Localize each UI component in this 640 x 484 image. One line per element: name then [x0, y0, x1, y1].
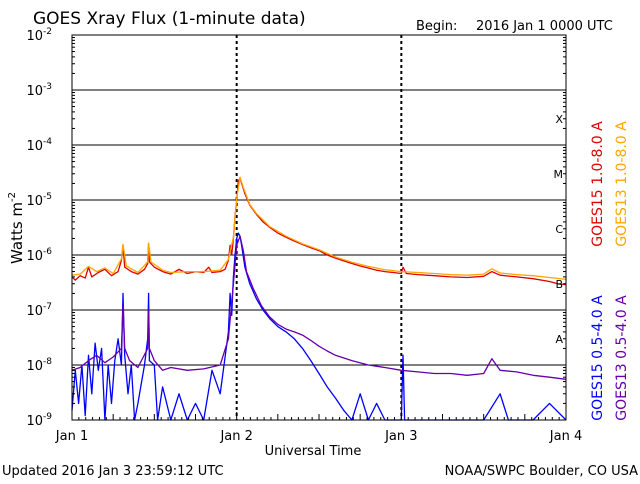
- x-axis: Jan 1 Jan 2 Jan 3 Jan 4: [55, 412, 582, 444]
- legend-entry-3: GOES15 0.5-4.0 A: [590, 295, 606, 421]
- y-axis-label-text: Watts m: [8, 202, 26, 264]
- y-tick-label: 10-4: [26, 137, 52, 154]
- flare-class-labels: X M C B A: [554, 113, 564, 346]
- chart-title: GOES Xray Flux (1-minute data): [33, 9, 306, 29]
- flare-class-label-b: B: [555, 278, 563, 291]
- x-tick-label: Jan 3: [384, 429, 417, 444]
- plot-area: [72, 35, 566, 420]
- legend-entry-2: GOES13 1.0-8.0 A: [614, 121, 630, 247]
- legend-label-4: GOES13 0.5-4.0 A: [614, 295, 630, 421]
- flare-class-label-x: X: [555, 113, 563, 126]
- y-axis-label: Watts m-2: [7, 192, 26, 264]
- begin-time: 2016 Jan 1 0000 UTC: [476, 19, 613, 34]
- y-tick-label: 10-5: [26, 192, 52, 209]
- legend: GOES15 1.0-8.0 A GOES13 1.0-8.0 A GOES15 0…: [590, 121, 630, 421]
- plot-background: [72, 35, 566, 420]
- y-tick-label: 10-3: [26, 82, 52, 99]
- x-tick-label: Jan 1: [55, 429, 88, 444]
- y-axis: 10-2 10-3 10-4 10-5 10-6 10-7 10-8 10-9: [26, 27, 566, 429]
- legend-entry-1: GOES15 1.0-8.0 A: [590, 121, 606, 247]
- flare-class-label-a: A: [555, 333, 563, 346]
- x-tick-label: Jan 4: [549, 429, 582, 444]
- y-tick-label: 10-8: [26, 357, 52, 374]
- y-tick-label: 10-6: [26, 247, 52, 264]
- series-line-2: [71, 176, 567, 281]
- y-tick-label: 10-2: [26, 27, 52, 44]
- legend-label-2: GOES13 1.0-8.0 A: [614, 121, 630, 247]
- series-layer: [71, 176, 567, 421]
- legend-label-1: GOES15 1.0-8.0 A: [590, 121, 606, 247]
- flare-class-label-c: C: [555, 223, 563, 236]
- legend-label-3: GOES15 0.5-4.0 A: [590, 295, 606, 421]
- x-tick-label: Jan 2: [219, 429, 252, 444]
- svg-text:Watts m-2: Watts m-2: [7, 192, 26, 264]
- x-axis-label: Universal Time: [265, 444, 362, 459]
- flare-class-label-m: M: [554, 168, 564, 181]
- series-line-3: [71, 232, 567, 421]
- begin-label: Begin:: [416, 19, 457, 34]
- updated-timestamp: Updated 2016 Jan 3 23:59:12 UTC: [2, 464, 224, 479]
- y-tick-label: 10-9: [26, 412, 52, 429]
- legend-entry-4: GOES13 0.5-4.0 A: [614, 295, 630, 421]
- series-line-4: [71, 235, 567, 380]
- y-axis-label-exponent: -2: [7, 192, 18, 202]
- y-tick-label: 10-7: [26, 302, 52, 319]
- credit-text: NOAA/SWPC Boulder, CO USA: [445, 464, 638, 479]
